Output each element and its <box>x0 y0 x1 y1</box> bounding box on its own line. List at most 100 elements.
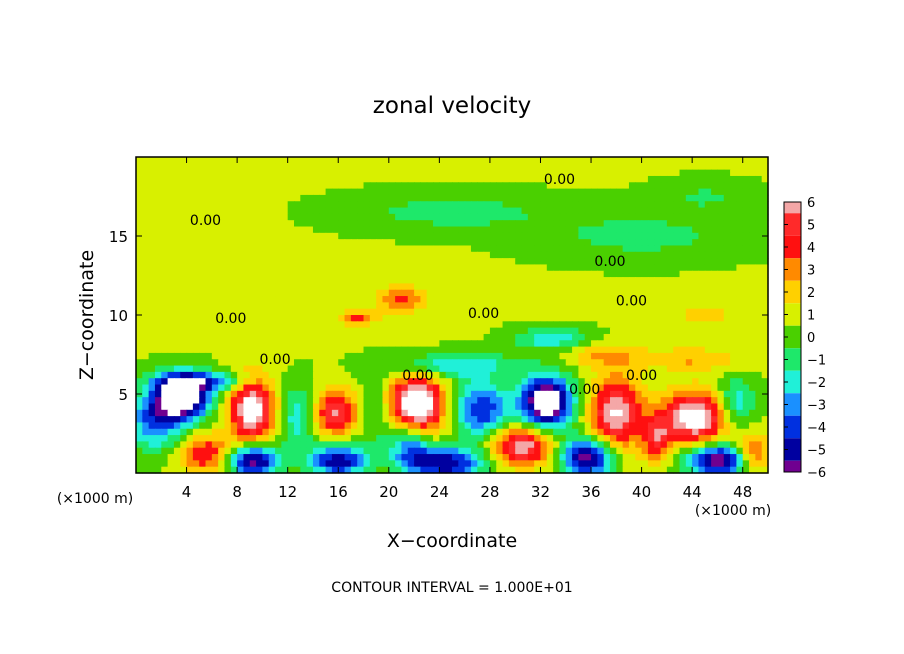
field-cell <box>717 277 725 284</box>
field-cell <box>553 346 561 354</box>
field-cell <box>211 207 219 215</box>
field-cell <box>154 258 162 266</box>
field-cell <box>407 239 415 247</box>
field-cell <box>641 454 649 461</box>
field-cell <box>515 409 523 417</box>
field-cell <box>325 163 333 171</box>
field-cell <box>755 315 763 322</box>
field-cell <box>584 435 592 442</box>
field-cell <box>338 416 346 424</box>
field-cell <box>382 163 390 171</box>
field-cell <box>186 321 194 329</box>
field-cell <box>167 194 175 202</box>
field-cell <box>515 277 523 284</box>
field-cell <box>344 157 352 164</box>
field-cell <box>433 416 440 424</box>
field-cell <box>376 270 384 278</box>
field-cell <box>628 321 636 329</box>
field-cell <box>616 422 624 430</box>
field-cell <box>458 232 466 240</box>
field-cell <box>692 435 700 442</box>
field-cell <box>142 194 150 202</box>
field-cell <box>306 270 314 278</box>
field-cell <box>382 441 390 449</box>
field-cell <box>610 422 617 430</box>
field-cell <box>256 175 263 183</box>
field-cell <box>445 226 453 234</box>
field-cell <box>584 182 592 190</box>
field-cell <box>338 397 346 405</box>
field-cell <box>199 264 207 272</box>
field-cell <box>243 251 251 259</box>
field-cell <box>508 409 516 417</box>
field-cell <box>414 435 421 442</box>
field-cell <box>616 435 624 442</box>
field-cell <box>382 157 390 164</box>
field-cell <box>635 333 643 341</box>
field-cell <box>433 296 440 303</box>
field-cell <box>243 447 251 455</box>
field-cell <box>357 378 365 386</box>
field-cell <box>603 447 611 455</box>
field-cell <box>723 289 731 297</box>
field-cell <box>654 384 662 392</box>
field-cell <box>136 213 143 221</box>
field-cell <box>268 245 276 253</box>
field-cell <box>294 409 301 417</box>
field-cell <box>173 188 181 196</box>
field-cell <box>723 435 731 442</box>
field-cell <box>610 245 617 253</box>
field-cell <box>685 188 693 196</box>
field-cell <box>742 296 750 303</box>
field-cell <box>382 390 390 398</box>
field-cell <box>218 315 226 322</box>
field-cell <box>704 296 712 303</box>
field-cell <box>464 416 472 424</box>
field-cell <box>256 378 263 386</box>
field-cell <box>527 333 535 341</box>
field-cell <box>300 182 308 190</box>
field-cell <box>445 327 453 335</box>
field-cell <box>628 251 636 259</box>
field-cell <box>319 378 327 386</box>
field-cell <box>489 283 497 291</box>
field-cell <box>363 251 371 259</box>
field-cell <box>742 371 750 379</box>
field-cell <box>723 302 731 310</box>
field-cell <box>344 163 352 171</box>
field-cell <box>660 220 668 228</box>
field-cell <box>477 296 485 303</box>
field-cell <box>173 346 181 354</box>
field-cell <box>635 308 643 316</box>
field-cell <box>470 378 478 386</box>
field-cell <box>660 447 668 455</box>
field-cell <box>294 251 301 259</box>
field-cell <box>711 277 719 284</box>
field-cell <box>350 239 358 247</box>
field-cell <box>470 315 478 322</box>
field-cell <box>730 251 737 259</box>
field-cell <box>363 220 371 228</box>
field-cell <box>692 359 700 367</box>
field-cell <box>376 157 384 164</box>
field-cell <box>559 352 567 360</box>
field-cell <box>262 340 270 348</box>
field-cell <box>249 365 257 373</box>
field-cell <box>401 270 409 278</box>
field-cell <box>192 283 200 291</box>
field-cell <box>344 283 352 291</box>
field-cell <box>167 289 175 297</box>
field-cell <box>154 315 162 322</box>
field-cell <box>452 251 459 259</box>
field-cell <box>325 213 333 221</box>
field-cell <box>698 308 706 316</box>
field-cell <box>167 466 175 474</box>
field-cell <box>534 409 542 417</box>
field-cell <box>584 397 592 405</box>
field-cell <box>565 289 573 297</box>
field-cell <box>647 378 655 386</box>
field-cell <box>610 270 617 278</box>
field-cell <box>534 428 542 436</box>
field-cell <box>578 371 586 379</box>
field-cell <box>489 296 497 303</box>
